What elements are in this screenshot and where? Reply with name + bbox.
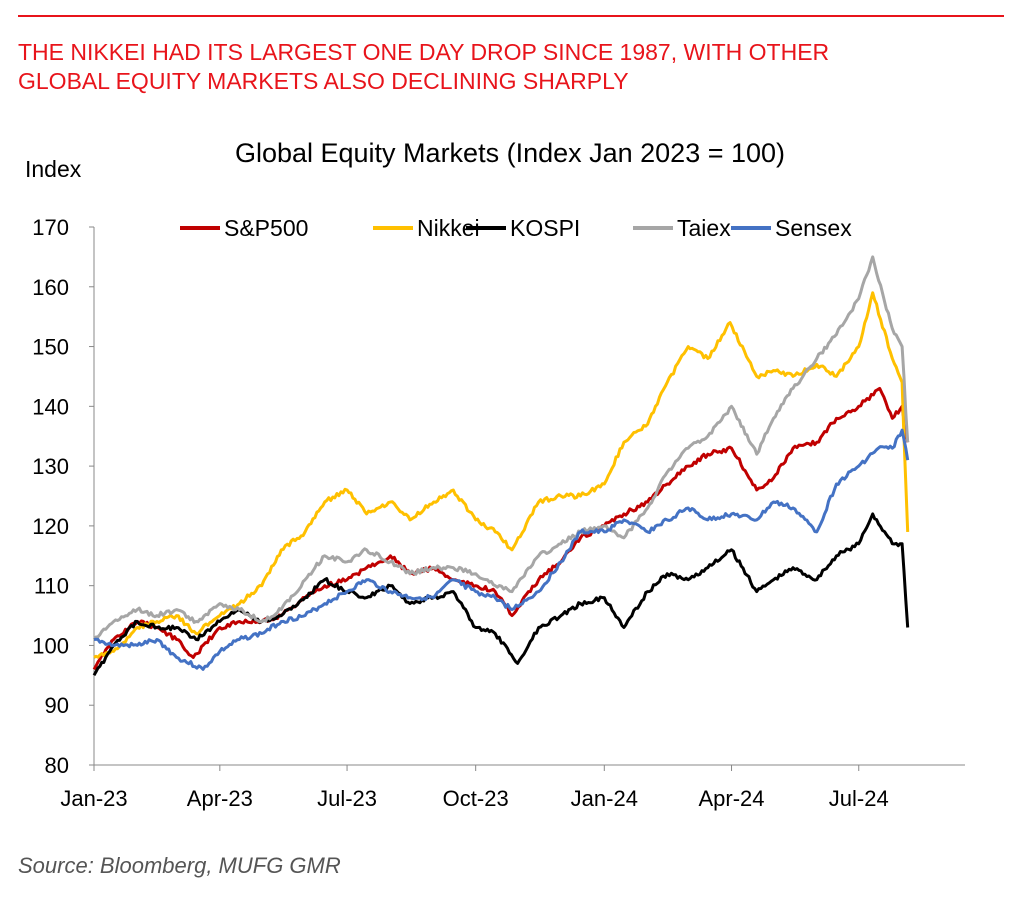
y-tick-label: 100 [32,633,69,658]
series-layer [92,255,910,677]
legend-label: KOSPI [510,215,580,241]
legend-label: S&P500 [224,215,308,241]
headline: THE NIKKEI HAD ITS LARGEST ONE DAY DROP … [18,38,1004,96]
series-line-kospi [92,512,910,677]
y-axis-label: Index [25,156,82,182]
legend: S&P500 Nikkei KOSPI Taiex Sensex [180,215,852,241]
y-tick-label: 170 [32,215,69,240]
y-tick-label: 90 [45,693,69,718]
x-tick-label: Apr-24 [698,786,764,811]
y-axis: 80 90 100 110 120 130 140 150 160 170 [32,215,95,778]
series-line-taiex [92,255,910,641]
x-tick-label: Jul-24 [829,786,889,811]
headline-line-1: THE NIKKEI HAD ITS LARGEST ONE DAY DROP … [18,39,830,65]
series-line-sensex [93,428,910,671]
x-tick-label: Oct-23 [443,786,509,811]
series-line-s-p500 [92,386,910,671]
headline-line-2: GLOBAL EQUITY MARKETS ALSO DECLINING SHA… [18,68,629,94]
source-note: Source: Bloomberg, MUFG GMR [18,853,341,878]
y-tick-label: 110 [34,574,69,599]
y-tick-label: 80 [45,753,69,778]
x-axis: Jan-23 Apr-23 Jul-23 Oct-23 Jan-24 Apr-24 Jul-… [60,764,965,811]
x-tick-label: Apr-23 [187,786,253,811]
y-tick-label: 130 [32,454,69,479]
legend-label: Taiex [677,215,731,241]
y-tick-label: 120 [32,514,69,539]
x-tick-label: Jan-24 [571,786,638,811]
chart-title: Global Equity Markets (Index Jan 2023 = … [235,138,785,168]
y-tick-label: 140 [32,394,69,419]
y-tick-label: 160 [32,275,69,300]
x-tick-label: Jan-23 [60,786,127,811]
top-rule [18,15,1004,17]
legend-label: Sensex [775,215,852,241]
y-tick-label: 150 [32,335,69,360]
series-line-nikkei [93,291,910,659]
x-tick-label: Jul-23 [317,786,377,811]
